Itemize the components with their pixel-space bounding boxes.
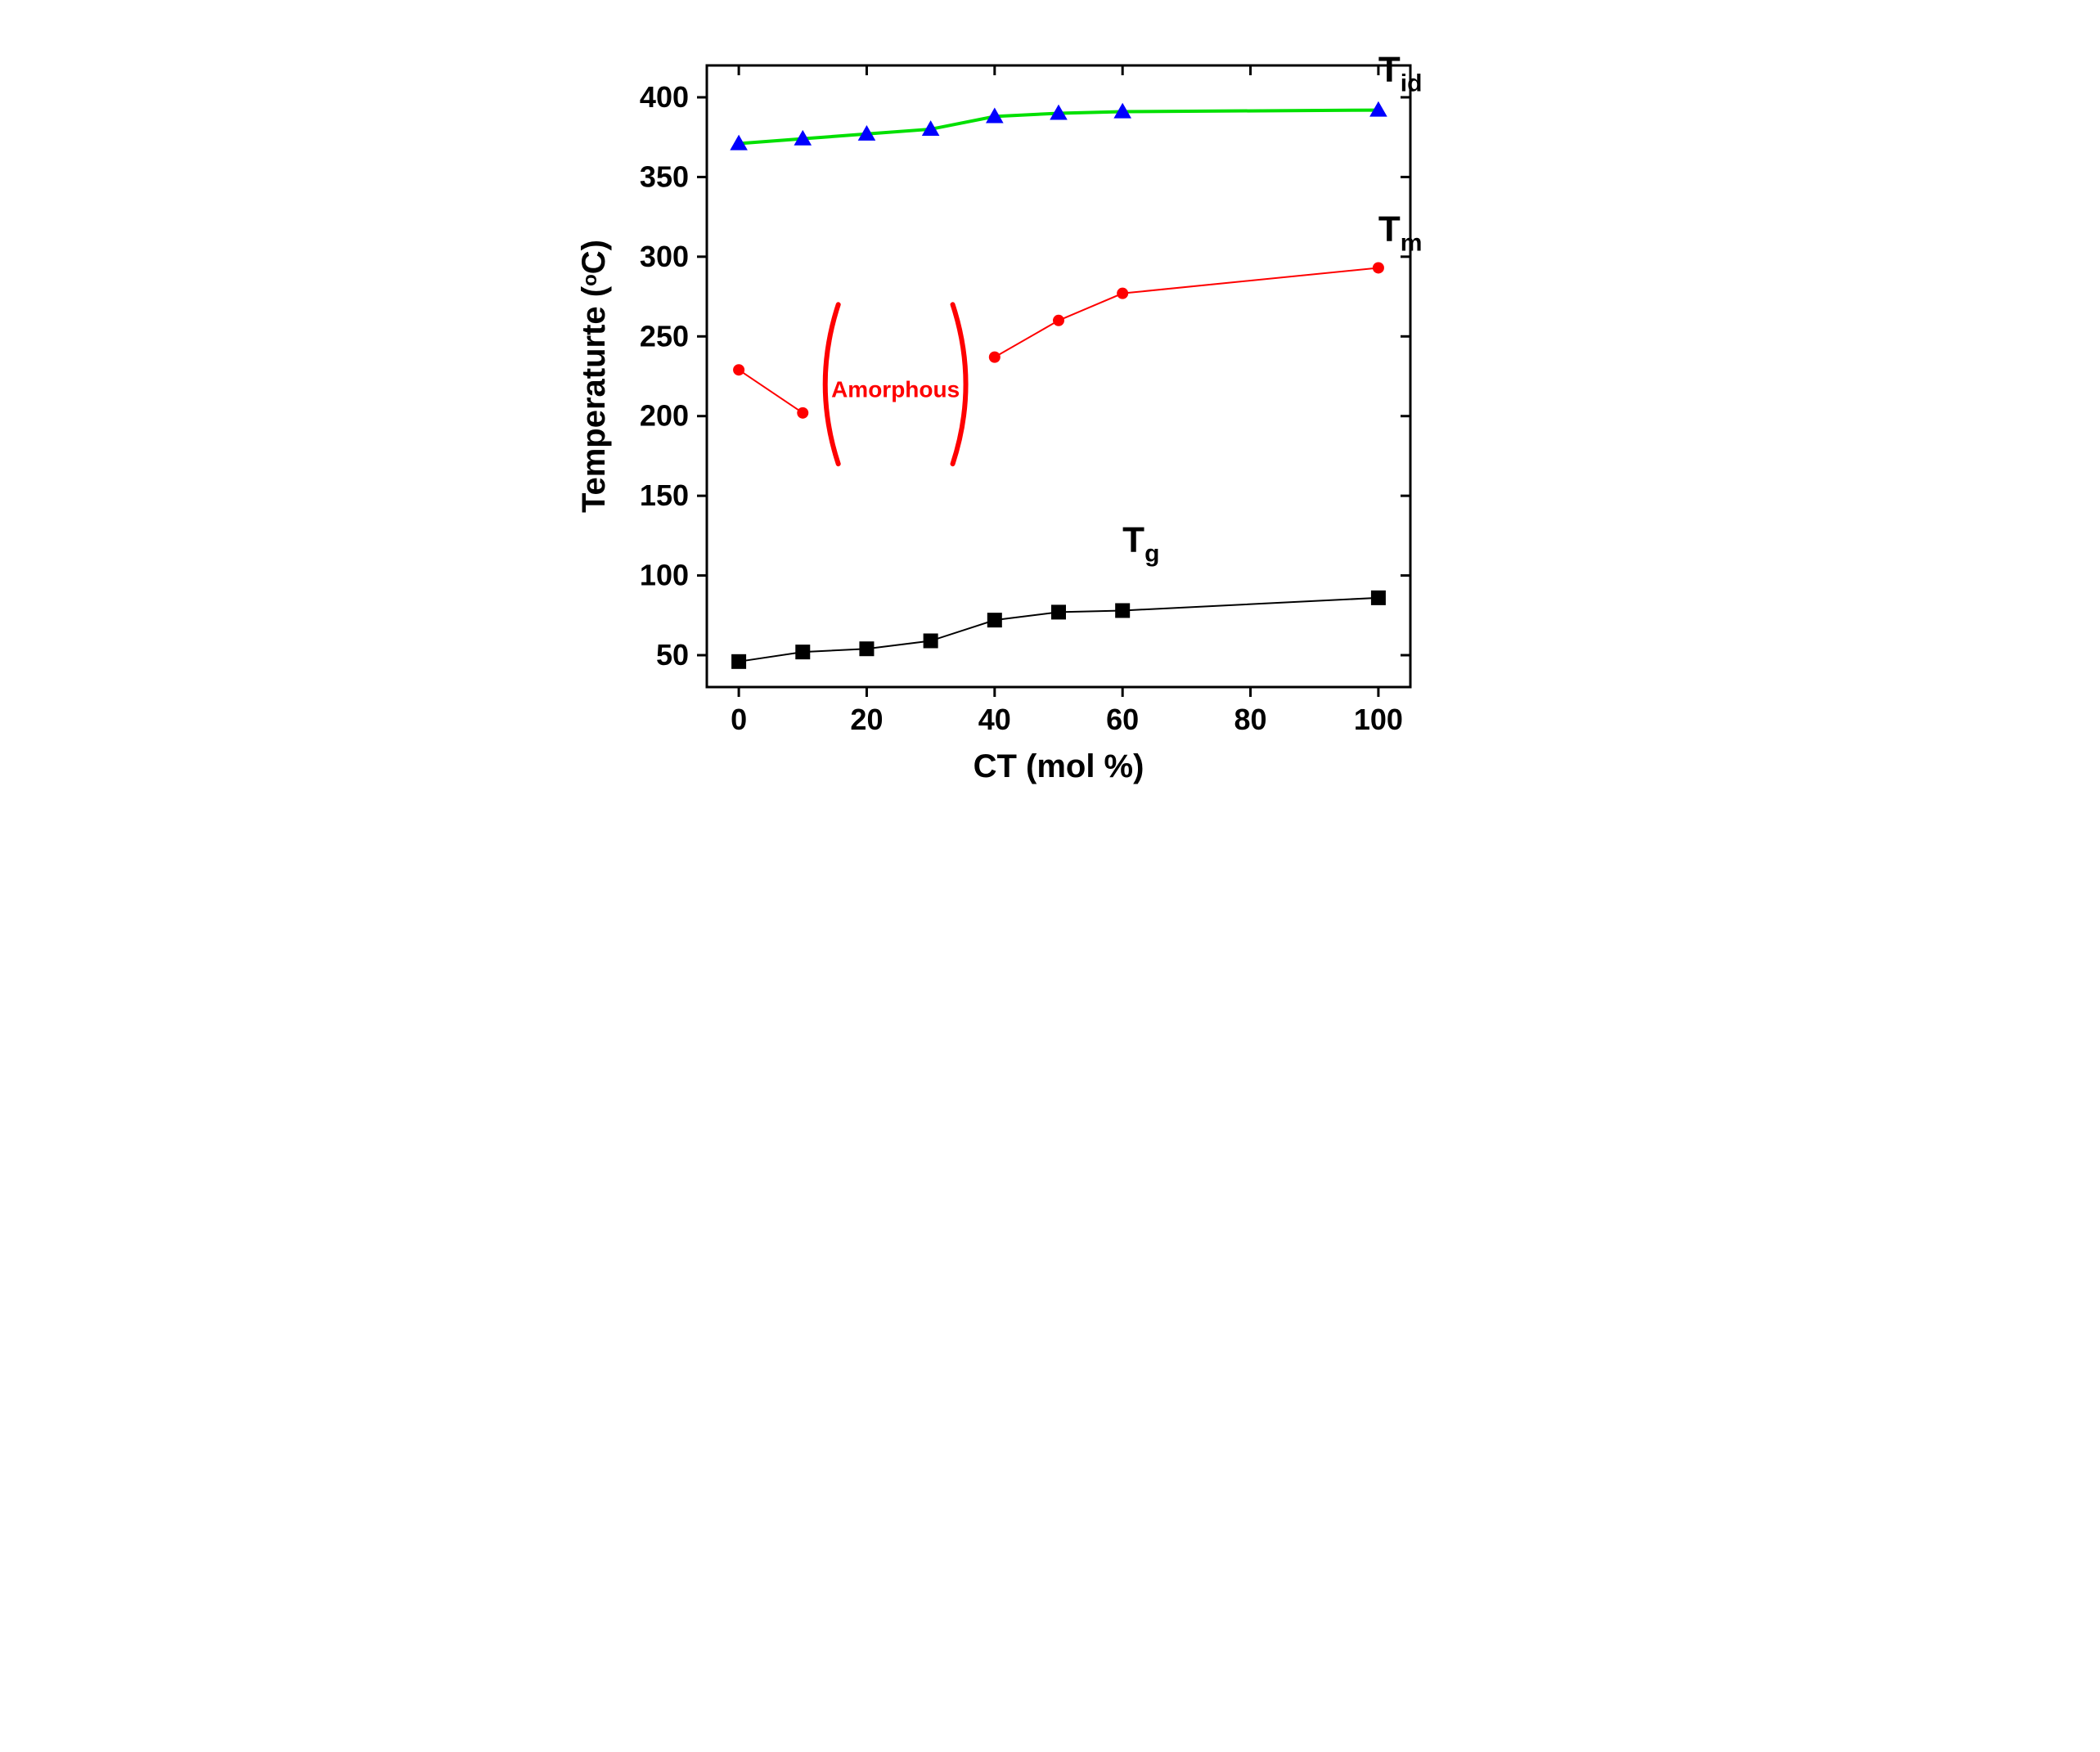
x-tick-label: 0 xyxy=(731,703,747,736)
marker-square xyxy=(1115,603,1130,618)
y-tick-label: 50 xyxy=(655,638,688,672)
marker-square xyxy=(859,641,874,656)
chart-container: 0 20 40 60 80 100 50 100 150 200 250 300 350 400 CT (m… xyxy=(560,16,1541,834)
chart-svg: 0 20 40 60 80 100 50 100 150 200 250 300 350 400 CT (m… xyxy=(560,16,1541,834)
marker-square xyxy=(923,633,938,648)
marker-square xyxy=(1051,604,1066,619)
marker-circle xyxy=(1053,315,1064,326)
y-tick-label: 400 xyxy=(639,80,688,114)
x-tick-label: 20 xyxy=(850,703,883,736)
y-tick-label: 100 xyxy=(639,559,688,592)
marker-square xyxy=(731,654,746,669)
y-tick-label: 200 xyxy=(639,399,688,433)
x-tick-label: 40 xyxy=(978,703,1010,736)
marker-circle xyxy=(1372,262,1383,273)
y-tick-label: 250 xyxy=(639,319,688,353)
marker-square xyxy=(795,645,810,659)
marker-circle xyxy=(733,364,744,375)
x-axis-label: CT (mol %) xyxy=(973,748,1144,784)
marker-square xyxy=(987,613,1001,627)
x-tick-label: 80 xyxy=(1234,703,1266,736)
x-tick-label: 100 xyxy=(1353,703,1402,736)
marker-circle xyxy=(1117,288,1128,299)
amorphous-label: Amorphous xyxy=(831,377,960,402)
marker-square xyxy=(1370,591,1385,605)
marker-circle xyxy=(988,352,1000,363)
y-tick-label: 350 xyxy=(639,159,688,193)
y-tick-label: 300 xyxy=(639,240,688,273)
x-tick-label: 60 xyxy=(1106,703,1139,736)
marker-circle xyxy=(797,407,808,419)
y-tick-label: 150 xyxy=(639,478,688,512)
